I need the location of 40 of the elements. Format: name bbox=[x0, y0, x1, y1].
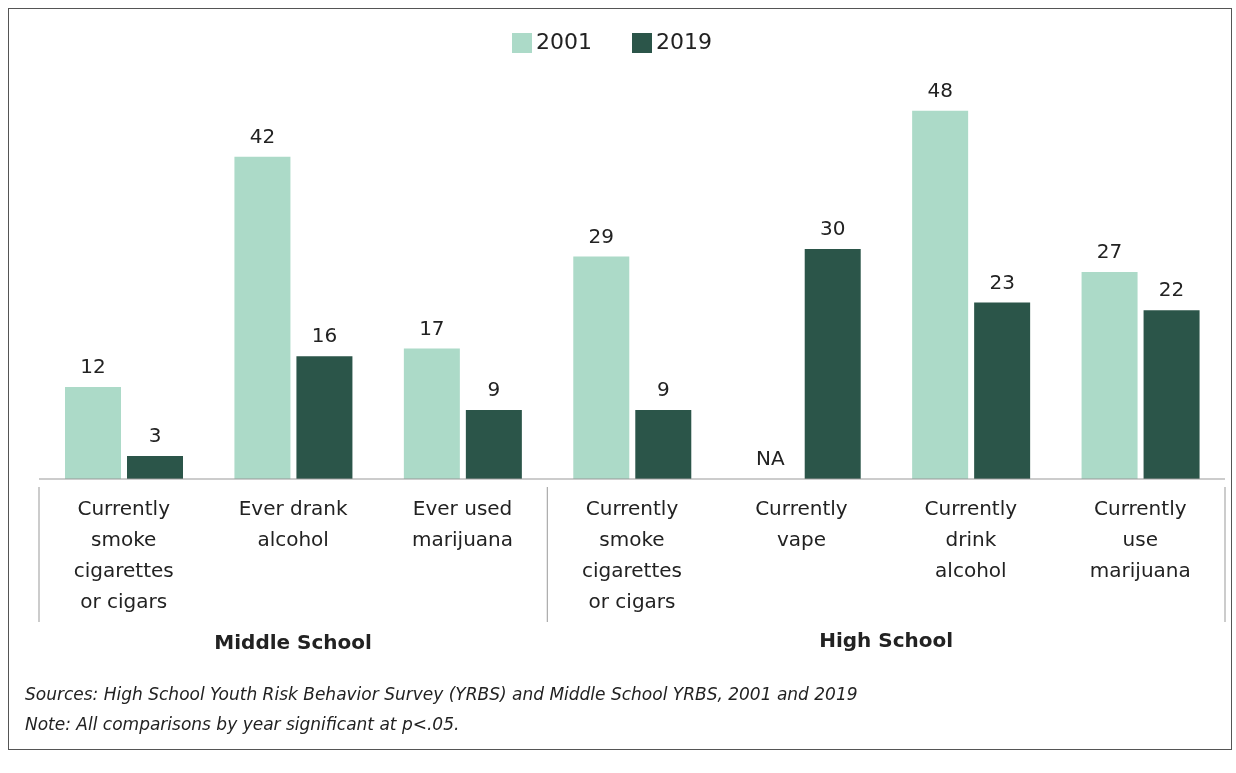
x-tick-label: Ever drank alcohol bbox=[238, 496, 348, 551]
bar bbox=[1081, 271, 1138, 479]
bar bbox=[465, 409, 522, 479]
x-tick-label: Currently smoke cigarettes or cigars bbox=[582, 496, 682, 613]
text: Middle School bbox=[214, 630, 372, 654]
data-label: 3 bbox=[148, 422, 162, 447]
x-tick-label: Currently vape bbox=[755, 496, 848, 551]
text: NA bbox=[756, 446, 785, 470]
bar bbox=[127, 455, 183, 479]
data-label: 30 bbox=[819, 215, 846, 240]
bar bbox=[296, 356, 353, 479]
bar bbox=[974, 302, 1031, 479]
bar bbox=[1143, 310, 1200, 479]
x-tick-label: Currently drink alcohol bbox=[924, 496, 1018, 582]
data-label: 22 bbox=[1158, 277, 1185, 302]
data-label: 9 bbox=[656, 376, 670, 401]
data-label: 27 bbox=[1096, 238, 1123, 263]
data-label: 42 bbox=[249, 123, 276, 148]
text: High School bbox=[819, 628, 954, 652]
legend-label: 2001 bbox=[536, 29, 592, 54]
bar bbox=[234, 156, 291, 479]
bar bbox=[804, 248, 861, 479]
x-tick-label: Ever used marijuana bbox=[412, 496, 514, 551]
bar bbox=[403, 348, 460, 479]
source-note: Sources: High School Youth Risk Behavior Survey (YRBS) and Middle School YRBS, 2001 and 2019 bbox=[25, 683, 859, 706]
legend-label: 2019 bbox=[656, 29, 712, 54]
data-label: 12 bbox=[80, 353, 106, 378]
data-label: 48 bbox=[927, 77, 953, 102]
bar bbox=[635, 409, 692, 479]
bar bbox=[912, 110, 969, 479]
data-label: 16 bbox=[311, 323, 338, 348]
data-label: 29 bbox=[588, 223, 615, 248]
bar bbox=[65, 386, 121, 479]
x-tick-label: Currently smoke cigarettes or cigars bbox=[73, 496, 174, 613]
bar bbox=[573, 256, 630, 479]
data-label: 17 bbox=[419, 315, 445, 340]
data-label: 9 bbox=[487, 376, 501, 401]
x-tick-label: Currently use marijuana bbox=[1089, 496, 1191, 582]
text: Note: All comparisons by year significant at p<.05. bbox=[25, 713, 461, 736]
data-label: 23 bbox=[989, 269, 1015, 294]
